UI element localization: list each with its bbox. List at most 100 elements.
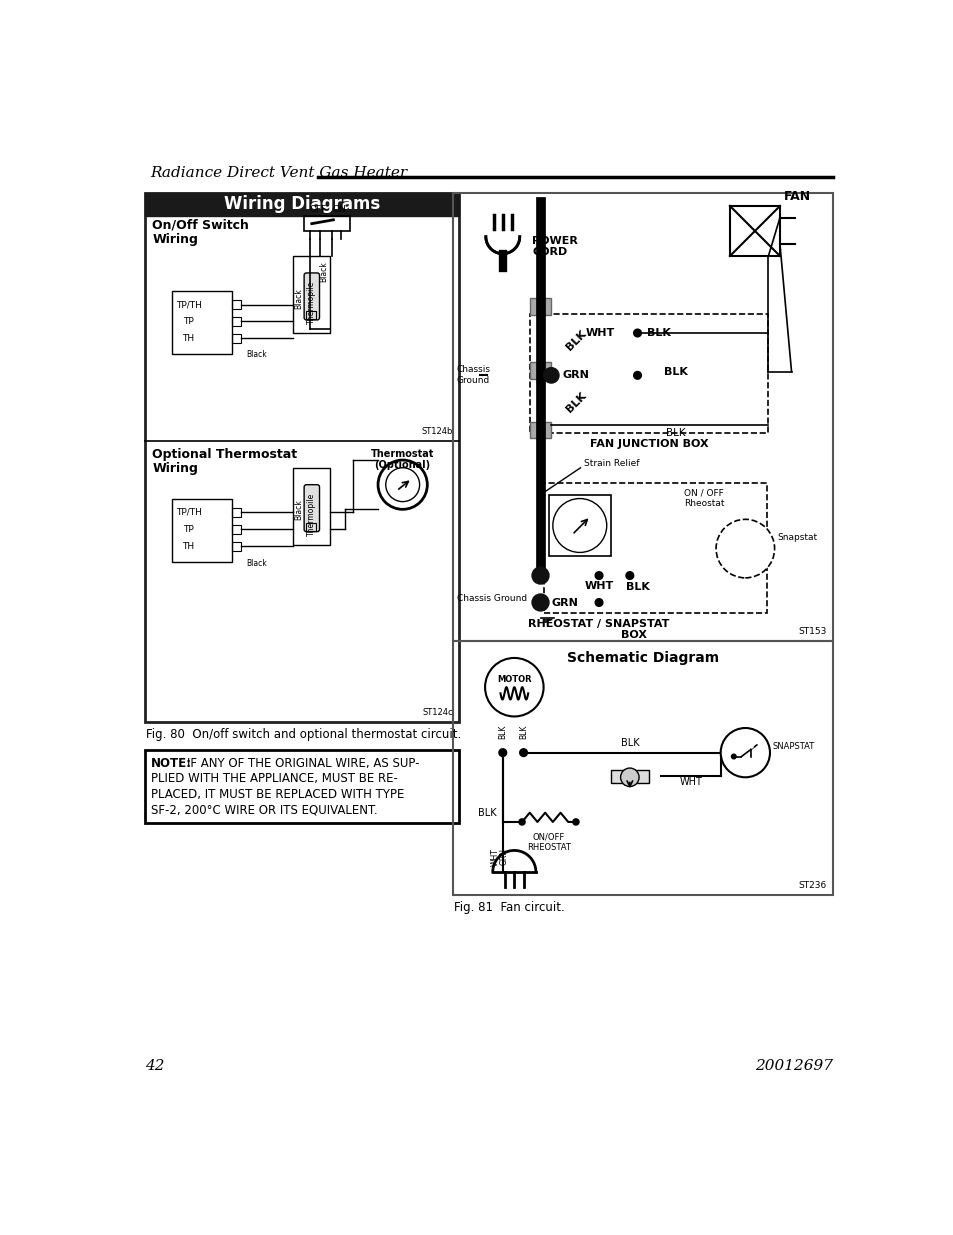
Text: BLK: BLK	[563, 329, 587, 353]
Circle shape	[731, 755, 736, 758]
Text: BOX: BOX	[620, 630, 646, 640]
Bar	[548, 495, 610, 556]
Circle shape	[720, 727, 769, 777]
FancyBboxPatch shape	[304, 273, 319, 320]
Text: TP/TH: TP/TH	[175, 300, 201, 309]
Circle shape	[385, 468, 419, 501]
Circle shape	[532, 594, 548, 611]
Circle shape	[552, 499, 606, 552]
Circle shape	[620, 768, 639, 787]
Text: Snapstat: Snapstat	[777, 534, 817, 542]
Text: Fig. 80  On/off switch and optional thermostat circuit.: Fig. 80 On/off switch and optional therm…	[146, 727, 461, 741]
Bar	[232, 525, 241, 534]
Text: On/Off Switch: On/Off Switch	[152, 219, 249, 232]
Text: Optional Thermostat: Optional Thermostat	[152, 448, 297, 461]
Bar	[232, 300, 241, 309]
Text: POWER: POWER	[532, 236, 578, 246]
Text: WHT: WHT	[584, 329, 614, 338]
Text: Chassis: Chassis	[456, 366, 490, 374]
Text: Wiring: Wiring	[152, 462, 198, 475]
Text: ST236: ST236	[798, 882, 826, 890]
Bar	[543, 483, 766, 613]
Text: TP: TP	[183, 525, 193, 534]
Circle shape	[498, 748, 506, 757]
Text: WHT: WHT	[679, 777, 702, 787]
Bar	[293, 256, 329, 333]
Text: Thermopile: Thermopile	[306, 493, 315, 536]
Circle shape	[484, 658, 543, 716]
Text: BLK: BLK	[663, 367, 687, 377]
Text: ST153: ST153	[798, 627, 826, 636]
Bar	[529, 421, 551, 438]
Text: BLK: BLK	[563, 390, 587, 414]
Text: WHT: WHT	[490, 847, 499, 866]
Text: TH: TH	[182, 542, 194, 551]
Text: BLK: BLK	[477, 808, 497, 818]
Circle shape	[595, 572, 602, 579]
Circle shape	[572, 819, 578, 825]
Text: Black: Black	[294, 500, 303, 520]
Bar	[453, 641, 832, 895]
Bar	[453, 193, 832, 641]
Text: MOTOR: MOTOR	[497, 676, 531, 684]
Text: BLK: BLK	[665, 429, 685, 438]
Bar	[232, 542, 241, 551]
Text: SF-2, 200°C WIRE OR ITS EQUIVALENT.: SF-2, 200°C WIRE OR ITS EQUIVALENT.	[151, 803, 377, 816]
Bar	[145, 750, 458, 823]
Text: FAN JUNCTION BOX: FAN JUNCTION BOX	[589, 438, 708, 448]
Text: PLIED WITH THE APPLIANCE, MUST BE RE-: PLIED WITH THE APPLIANCE, MUST BE RE-	[151, 772, 397, 785]
Text: Ground: Ground	[456, 377, 489, 385]
Text: Black: Black	[246, 350, 267, 359]
Text: FAN: FAN	[783, 190, 810, 204]
Bar	[172, 499, 232, 562]
Text: IF ANY OF THE ORIGINAL WIRE, AS SUP-: IF ANY OF THE ORIGINAL WIRE, AS SUP-	[187, 757, 419, 769]
Bar	[529, 299, 551, 315]
Text: TP/TH: TP/TH	[175, 508, 201, 517]
Circle shape	[518, 819, 524, 825]
Bar	[306, 524, 315, 531]
Text: GRN: GRN	[561, 370, 588, 380]
Circle shape	[543, 368, 558, 383]
Circle shape	[595, 599, 602, 606]
Text: RHEOSTAT / SNAPSTAT: RHEOSTAT / SNAPSTAT	[528, 619, 669, 629]
Text: 42: 42	[145, 1060, 164, 1073]
Text: OFF: OFF	[309, 205, 326, 215]
Text: TH: TH	[182, 333, 194, 343]
Circle shape	[633, 372, 640, 379]
Bar	[172, 290, 232, 353]
Text: ON / OFF: ON / OFF	[683, 489, 722, 498]
Circle shape	[377, 461, 427, 509]
Text: BLK: BLK	[518, 725, 528, 739]
Text: 20012697: 20012697	[755, 1060, 832, 1073]
Text: Schematic Diagram: Schematic Diagram	[566, 651, 719, 664]
Text: Strain Relief: Strain Relief	[583, 459, 639, 468]
Text: Wiring Diagrams: Wiring Diagrams	[223, 195, 379, 214]
Text: ON: ON	[333, 205, 346, 215]
FancyBboxPatch shape	[304, 484, 319, 531]
Bar	[232, 333, 241, 343]
Text: WHT: WHT	[584, 580, 613, 590]
Text: BLK: BLK	[625, 582, 649, 592]
Text: Wiring: Wiring	[152, 232, 198, 246]
Text: Black: Black	[294, 288, 303, 309]
Circle shape	[633, 330, 640, 337]
Circle shape	[519, 748, 527, 757]
Bar	[610, 769, 648, 783]
Text: ST124c: ST124c	[421, 708, 453, 718]
Text: Black: Black	[319, 261, 328, 282]
Text: BLK: BLK	[497, 725, 507, 739]
Text: Black: Black	[246, 559, 267, 568]
Text: RHEOSTAT: RHEOSTAT	[526, 842, 570, 852]
Text: GRN: GRN	[551, 598, 578, 608]
Text: Rheostat: Rheostat	[683, 499, 723, 509]
Text: Radiance Direct Vent Gas Heater: Radiance Direct Vent Gas Heater	[150, 165, 407, 180]
Text: Thermopile: Thermopile	[306, 280, 315, 324]
Circle shape	[716, 520, 774, 578]
Text: SNAPSTAT: SNAPSTAT	[772, 742, 814, 751]
Text: BLK: BLK	[531, 571, 549, 580]
Circle shape	[625, 572, 633, 579]
Text: Chassis Ground: Chassis Ground	[456, 594, 526, 603]
Bar	[304, 216, 350, 231]
Bar	[145, 193, 458, 721]
Text: ST124b: ST124b	[421, 427, 453, 436]
